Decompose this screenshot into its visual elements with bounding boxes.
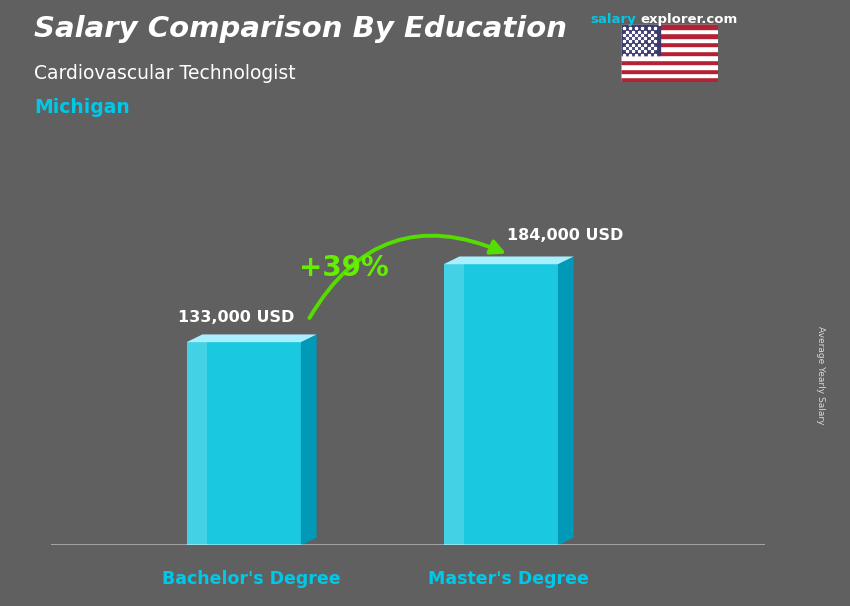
Polygon shape — [444, 264, 464, 545]
Text: salary: salary — [591, 13, 637, 26]
Polygon shape — [444, 264, 558, 545]
Polygon shape — [187, 342, 207, 545]
Polygon shape — [187, 335, 316, 342]
Bar — [620, 59, 718, 64]
Bar — [620, 33, 718, 38]
Text: Average Yearly Salary: Average Yearly Salary — [816, 327, 824, 425]
Bar — [620, 68, 718, 73]
Text: Bachelor's Degree: Bachelor's Degree — [162, 570, 341, 588]
Text: 184,000 USD: 184,000 USD — [507, 228, 623, 243]
Bar — [620, 47, 718, 51]
Text: Salary Comparison By Education: Salary Comparison By Education — [34, 15, 567, 43]
Bar — [620, 64, 718, 68]
Bar — [620, 55, 718, 59]
Text: Michigan: Michigan — [34, 98, 130, 117]
Bar — [620, 38, 718, 42]
Text: 133,000 USD: 133,000 USD — [178, 310, 295, 325]
Polygon shape — [187, 342, 301, 545]
Polygon shape — [301, 335, 316, 545]
Bar — [620, 24, 660, 55]
Bar — [620, 42, 718, 47]
Polygon shape — [558, 256, 574, 545]
Text: Master's Degree: Master's Degree — [428, 570, 589, 588]
Bar — [620, 73, 718, 78]
Bar — [620, 51, 718, 55]
Bar — [620, 28, 718, 33]
Text: Cardiovascular Technologist: Cardiovascular Technologist — [34, 64, 296, 82]
Bar — [620, 78, 718, 82]
FancyArrowPatch shape — [309, 236, 502, 318]
Text: explorer.com: explorer.com — [640, 13, 737, 26]
Polygon shape — [444, 256, 574, 264]
Text: +39%: +39% — [299, 255, 388, 282]
Bar — [620, 24, 718, 28]
